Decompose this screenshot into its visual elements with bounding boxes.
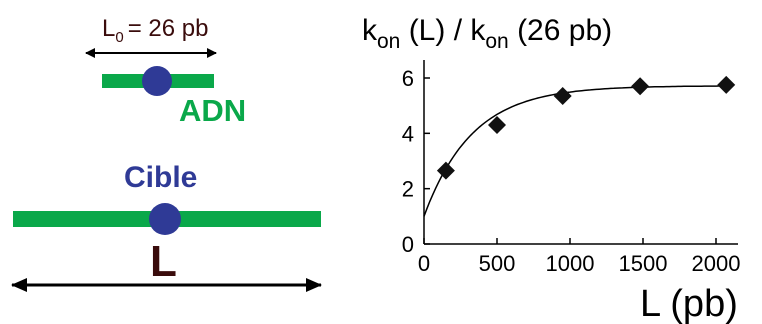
x-ticks: 0 500 1000 1500 2000 (418, 238, 741, 276)
x-tick-label: 2000 (692, 251, 741, 276)
data-point (488, 116, 506, 135)
y-tick-label: 6 (402, 66, 414, 91)
dna-label: ADN (179, 93, 246, 128)
short-dna-target (142, 66, 172, 96)
x-tick-label: 0 (418, 251, 430, 276)
y-tick-label: 0 (402, 232, 414, 257)
y-ticks: 0 2 4 6 (402, 66, 430, 257)
schematic: L0 = 26 pb ADN Cible L (11, 15, 322, 292)
x-tick-label: 500 (479, 251, 516, 276)
fit-curve (423, 85, 731, 217)
chart: kon (L) / kon (26 pb) 0 2 4 6 0 500 1000 1500 2… (362, 14, 740, 324)
x-axis-title: L (pb) (640, 283, 738, 324)
x-tick-label: 1500 (619, 251, 668, 276)
l0-label: L0 = 26 pb (102, 15, 208, 46)
target-label: Cible (124, 161, 197, 194)
data-point (436, 161, 455, 180)
data-point (631, 77, 650, 96)
data-point (717, 75, 736, 94)
y-tick-label: 4 (402, 121, 414, 146)
data-point (553, 86, 572, 105)
y-tick-label: 2 (402, 177, 414, 202)
length-label: L (150, 237, 177, 286)
data-points (436, 75, 736, 180)
x-tick-label: 1000 (546, 251, 595, 276)
chart-y-title: kon (L) / kon (26 pb) (362, 14, 612, 53)
long-dna-target (149, 203, 181, 235)
